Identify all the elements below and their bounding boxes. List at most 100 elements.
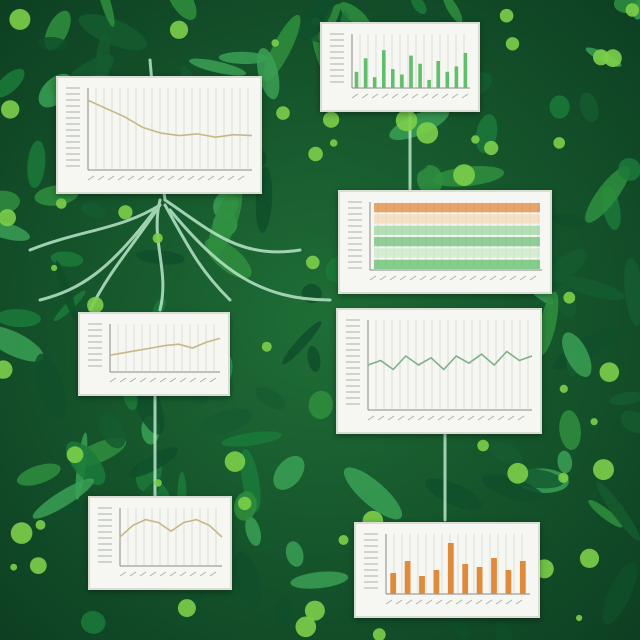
- seed-dot: [51, 264, 58, 271]
- leaf-shape: [233, 551, 261, 609]
- leaf-shape: [551, 213, 586, 228]
- leaf-shape: [96, 0, 115, 27]
- x-tick-mark: [189, 571, 197, 577]
- x-tick-mark: [381, 93, 389, 99]
- leaf-shape: [609, 391, 640, 406]
- chart-svg: [346, 319, 533, 421]
- bar: [491, 558, 497, 594]
- x-tick-mark: [227, 175, 235, 181]
- bar: [404, 561, 411, 594]
- x-tick-mark: [179, 571, 187, 577]
- x-tick-mark: [461, 93, 469, 99]
- leaf-shape: [16, 463, 61, 486]
- leaf-shape: [273, 455, 305, 490]
- x-tick-mark: [475, 599, 483, 605]
- leaf-shape: [254, 387, 286, 410]
- leaf-shape: [299, 0, 334, 41]
- x-tick-mark: [457, 415, 465, 421]
- leaf-shape: [285, 541, 304, 567]
- x-tick-mark: [519, 275, 527, 281]
- bar: [454, 66, 459, 88]
- leaf-shape: [624, 257, 640, 327]
- x-tick-mark: [459, 275, 467, 281]
- x-tick-mark: [387, 415, 395, 421]
- series-line: [109, 337, 221, 356]
- x-tick-mark: [485, 599, 493, 605]
- x-tick-mark: [127, 175, 135, 181]
- x-tick-mark: [407, 415, 415, 421]
- series-line: [87, 99, 253, 139]
- x-tick-mark: [169, 571, 177, 577]
- seed-dot: [9, 8, 31, 30]
- x-tick-mark: [149, 571, 157, 577]
- leaf-shape: [547, 249, 587, 283]
- x-tick-mark: [351, 93, 359, 99]
- x-tick-mark: [405, 599, 413, 605]
- leaf-shape: [549, 95, 570, 119]
- leaf-shape: [389, 108, 449, 140]
- bar: [400, 74, 404, 88]
- leaf-shape: [204, 238, 252, 279]
- x-tick-mark: [139, 377, 147, 383]
- leaf-shape: [189, 58, 247, 76]
- x-tick-mark: [169, 377, 177, 383]
- seed-dot: [66, 446, 84, 464]
- leaf-shape: [290, 571, 349, 589]
- bar: [391, 69, 395, 88]
- seed-dot: [505, 37, 520, 51]
- x-tick-mark: [415, 599, 423, 605]
- x-tick-mark: [209, 571, 217, 577]
- x-tick-mark: [455, 599, 463, 605]
- leaf-shape: [585, 165, 630, 223]
- seed-dot: [593, 459, 614, 481]
- leaf-shape: [0, 68, 25, 98]
- x-tick-mark: [515, 599, 523, 605]
- leaf-shape: [221, 431, 283, 447]
- seed-dot: [238, 496, 252, 511]
- x-tick-mark: [399, 275, 407, 281]
- leaf-shape: [538, 291, 559, 355]
- x-tick-mark: [167, 175, 175, 181]
- chart-svg: [98, 507, 223, 577]
- x-tick-mark: [237, 175, 245, 181]
- leaf-shape: [495, 621, 513, 640]
- x-tick-mark: [361, 93, 369, 99]
- x-tick-mark: [397, 415, 405, 421]
- leaf-shape: [620, 410, 640, 433]
- x-tick-mark: [479, 275, 487, 281]
- seed-dot: [576, 614, 583, 622]
- leaf-shape: [282, 321, 322, 365]
- x-tick-mark: [395, 599, 403, 605]
- bar: [476, 567, 483, 594]
- seed-dot: [477, 439, 489, 452]
- x-tick-mark: [199, 571, 207, 577]
- x-tick-mark: [499, 275, 507, 281]
- leaf-shape: [37, 36, 69, 51]
- leaf-shape: [34, 353, 66, 419]
- seed-dot: [308, 146, 323, 162]
- heatmap-row: [374, 248, 540, 258]
- series-line: [119, 518, 223, 538]
- x-tick-mark: [447, 415, 455, 421]
- seed-dot: [604, 49, 622, 68]
- x-tick-mark: [441, 93, 449, 99]
- bar: [382, 50, 386, 88]
- x-tick-mark: [529, 275, 537, 281]
- leaf-shape: [425, 478, 482, 510]
- x-tick-mark: [109, 377, 117, 383]
- x-tick-mark: [419, 275, 427, 281]
- heatmap-row: [374, 237, 540, 247]
- leaf-shape: [276, 596, 293, 627]
- leaf-shape: [218, 51, 268, 65]
- x-tick-mark: [429, 275, 437, 281]
- seed-dot: [276, 106, 290, 120]
- seed-dot: [395, 109, 418, 132]
- seed-dot: [484, 140, 499, 156]
- bar: [445, 71, 450, 88]
- bar: [433, 570, 440, 594]
- seed-dot: [507, 462, 529, 484]
- x-tick-mark: [177, 175, 185, 181]
- x-tick-mark: [107, 175, 115, 181]
- leaf-shape: [442, 0, 463, 24]
- x-tick-mark: [449, 275, 457, 281]
